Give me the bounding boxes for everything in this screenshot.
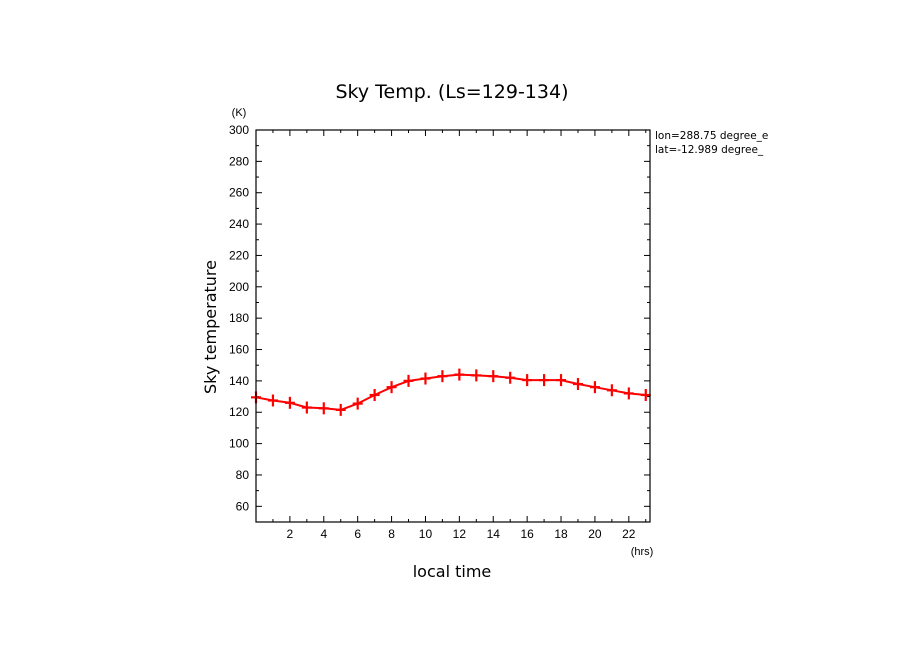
data-point (556, 374, 567, 387)
y-tick-label: 140 (229, 374, 249, 388)
x-tick-label: 16 (520, 527, 534, 541)
y-tick-label: 160 (229, 343, 249, 357)
y-tick-label: 80 (236, 468, 250, 482)
y-tick-label: 100 (229, 437, 249, 451)
data-point (369, 388, 380, 401)
y-tick-label: 60 (236, 499, 250, 513)
series-line (255, 373, 646, 411)
data-point (267, 394, 278, 407)
chart-title: Sky Temp. (Ls=129-134) (335, 81, 568, 103)
y-tick-label: 120 (229, 405, 249, 419)
x-tick-label: 12 (453, 527, 467, 541)
y-tick-label: 200 (229, 280, 249, 294)
data-point (437, 370, 448, 383)
data-point (539, 374, 550, 387)
data-point (505, 371, 516, 384)
x-tick-label: 6 (354, 527, 361, 541)
data-point (318, 402, 329, 415)
data-point (454, 368, 465, 381)
x-axis-label: local time (413, 562, 492, 581)
data-point (572, 378, 583, 391)
data-point (386, 381, 397, 394)
x-tick-label: 4 (320, 527, 327, 541)
data-point (589, 381, 600, 394)
x-tick-label: 14 (487, 527, 501, 541)
y-axis-unit: (K) (232, 107, 247, 119)
y-axis-label: Sky temperature (201, 260, 220, 394)
x-tick-label: 22 (622, 527, 636, 541)
y-tick-label: 300 (229, 123, 249, 137)
series-layer (251, 368, 651, 416)
y-tick-label: 240 (229, 217, 249, 231)
x-tick-label: 20 (588, 527, 602, 541)
y-tick-label: 220 (229, 248, 249, 262)
x-tick-label: 8 (388, 527, 395, 541)
annotation-longitude: lon=288.75 degree_e (655, 130, 768, 142)
data-point (403, 374, 414, 387)
data-point (606, 384, 617, 397)
y-tick-label: 280 (229, 154, 249, 168)
data-point (488, 370, 499, 383)
annotation-latitude: lat=-12.989 degree_ (655, 144, 764, 156)
x-axis-unit: (hrs) (631, 546, 654, 558)
data-point (352, 397, 363, 410)
data-point (522, 374, 533, 387)
y-tick-label: 260 (229, 186, 249, 200)
x-tick-label: 10 (419, 527, 433, 541)
data-point (420, 372, 431, 385)
plot-frame (255, 129, 651, 523)
data-point (284, 396, 295, 409)
data-point (471, 369, 482, 382)
data-point (640, 388, 651, 401)
y-tick-label: 180 (229, 311, 249, 325)
x-tick-label: 18 (554, 527, 568, 541)
data-point (335, 403, 346, 416)
axis-ticks: 60 80 100 120 140 160 180 200 220 240 260 280 300 2 4 6… (229, 123, 650, 541)
data-point (623, 387, 634, 400)
x-tick-label: 2 (287, 527, 294, 541)
data-point (301, 401, 312, 414)
